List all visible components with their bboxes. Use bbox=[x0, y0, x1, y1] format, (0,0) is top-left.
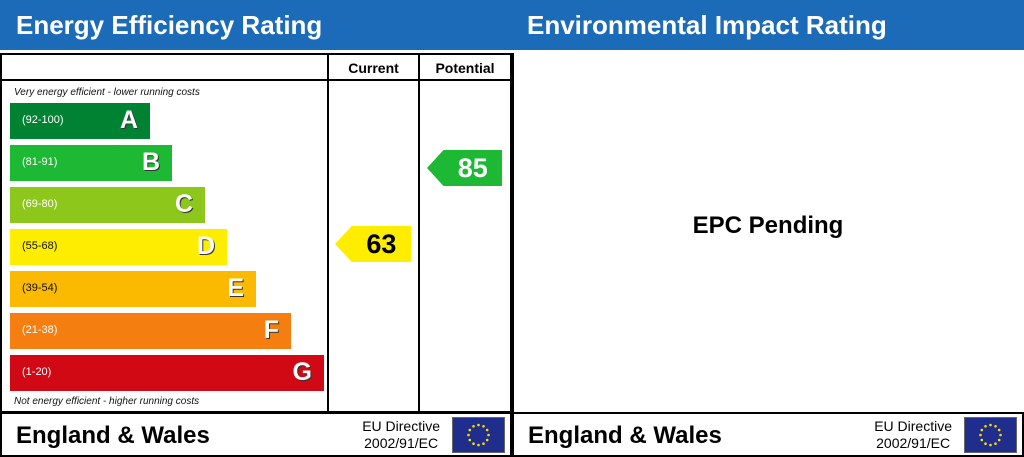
band-letter: C bbox=[174, 190, 193, 218]
band-letter: G bbox=[292, 358, 312, 386]
band-range: (1-20) bbox=[22, 366, 52, 378]
environmental-impact-panel: Environmental Impact Rating EPC Pending … bbox=[512, 0, 1024, 457]
band-f: (21-38) F bbox=[10, 313, 291, 349]
band-letter: B bbox=[141, 148, 160, 176]
band-letter: F bbox=[263, 316, 279, 344]
arrow-shape bbox=[427, 150, 502, 186]
footer: England & Wales EU Directive 2002/91/EC bbox=[512, 412, 1024, 457]
band-c: (69-80) C bbox=[10, 187, 205, 223]
band-range: (69-80) bbox=[22, 198, 58, 210]
band-letter: E bbox=[227, 274, 244, 302]
column-divider bbox=[418, 55, 420, 411]
eu-flag-icon bbox=[452, 417, 505, 453]
band-a: (92-100) A bbox=[10, 103, 150, 139]
header-divider bbox=[2, 79, 510, 81]
footer: England & Wales EU Directive 2002/91/EC bbox=[0, 412, 512, 457]
column-divider bbox=[327, 55, 329, 411]
potential-column-header: Potential bbox=[435, 60, 495, 76]
energy-efficiency-title: Energy Efficiency Rating bbox=[0, 0, 512, 50]
directive-line2: 2002/91/EC bbox=[364, 435, 439, 451]
environmental-impact-title: Environmental Impact Rating bbox=[512, 0, 1024, 50]
band-range: (39-54) bbox=[22, 282, 58, 294]
epc-pending-status: EPC Pending bbox=[692, 212, 844, 239]
arrow-shape bbox=[335, 226, 411, 262]
top-note: Very energy efficient - lower running co… bbox=[14, 87, 200, 98]
current-rating-arrow: 63 bbox=[335, 226, 411, 262]
current-column-header: Current bbox=[348, 60, 399, 76]
eu-directive: EU Directive 2002/91/EC bbox=[874, 418, 952, 452]
bottom-note: Not energy efficient - higher running co… bbox=[14, 396, 200, 407]
band-range: (92-100) bbox=[22, 114, 64, 126]
current-rating-value: 63 bbox=[366, 229, 397, 259]
band-e: (39-54) E bbox=[10, 271, 256, 307]
band-d: (55-68) D bbox=[10, 229, 227, 265]
region-label: England & Wales bbox=[16, 422, 210, 449]
potential-rating-value: 85 bbox=[457, 153, 488, 183]
band-letter: A bbox=[119, 106, 138, 134]
eu-flag-icon bbox=[964, 417, 1017, 453]
eu-directive: EU Directive 2002/91/EC bbox=[362, 418, 440, 452]
rating-table: Current Potential Very energy efficient … bbox=[0, 53, 512, 413]
band-b: (81-91) B bbox=[10, 145, 172, 181]
band-range: (21-38) bbox=[22, 324, 58, 336]
directive-line1: EU Directive bbox=[874, 418, 952, 434]
energy-efficiency-panel: Energy Efficiency Rating Current Potenti… bbox=[0, 0, 512, 457]
band-g: (1-20) G bbox=[10, 355, 324, 391]
potential-rating-arrow: 85 bbox=[427, 150, 502, 186]
directive-line1: EU Directive bbox=[362, 418, 440, 434]
region-label: England & Wales bbox=[528, 422, 722, 449]
band-range: (55-68) bbox=[22, 240, 58, 252]
environmental-content bbox=[512, 53, 1024, 457]
directive-line2: 2002/91/EC bbox=[876, 435, 951, 451]
band-range: (81-91) bbox=[22, 156, 58, 168]
band-letter: D bbox=[196, 232, 215, 260]
